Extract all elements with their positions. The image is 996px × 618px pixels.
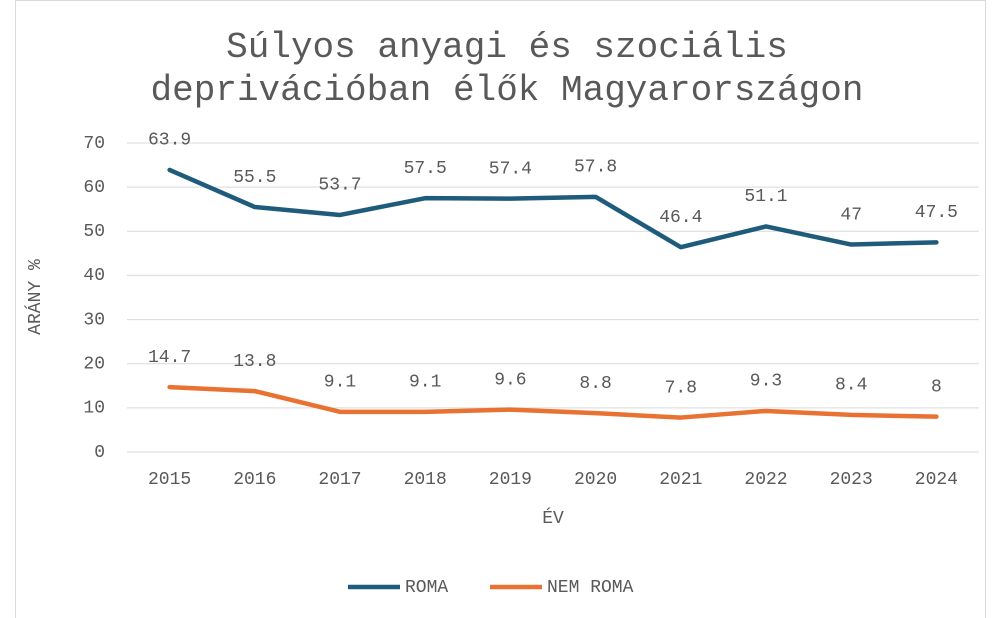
data-label: 55.5 — [233, 168, 276, 188]
series-line — [167, 167, 939, 250]
data-label: 47 — [840, 205, 862, 225]
data-label: 9.3 — [750, 372, 782, 392]
data-label: 47.5 — [915, 203, 958, 223]
chart-title: Súlyos anyagi és szociális deprivációban… — [150, 27, 864, 111]
y-tick-label: 40 — [83, 266, 105, 286]
x-tick-label: 2015 — [148, 470, 191, 490]
data-label: 57.8 — [574, 158, 617, 178]
legend-label: NEM ROMA — [547, 578, 634, 598]
y-tick-label: 10 — [83, 399, 105, 419]
data-label: 8.8 — [579, 374, 611, 394]
data-label: 9.1 — [409, 373, 441, 393]
data-label: 57.4 — [489, 159, 532, 179]
data-label: 9.6 — [494, 370, 526, 390]
data-label: 7.8 — [665, 378, 697, 398]
x-axis-label: ÉV — [542, 507, 564, 529]
x-tick-label: 2017 — [318, 470, 361, 490]
x-tick-label: 2019 — [489, 470, 532, 490]
data-label: 8 — [931, 377, 942, 397]
data-label: 51.1 — [744, 187, 787, 207]
x-tick-label: 2018 — [404, 470, 447, 490]
y-tick-label: 20 — [83, 354, 105, 374]
y-tick-label: 30 — [83, 310, 105, 330]
y-tick-label: 50 — [83, 222, 105, 242]
data-label: 14.7 — [148, 348, 191, 368]
data-label: 13.8 — [233, 352, 276, 372]
data-label: 9.1 — [324, 373, 356, 393]
y-tick-label: 60 — [83, 178, 105, 198]
x-tick-label: 2016 — [233, 470, 276, 490]
x-tick-label: 2022 — [744, 470, 787, 490]
x-tick-label: 2021 — [659, 470, 702, 490]
data-label: 53.7 — [318, 176, 361, 196]
y-axis-label: ARÁNY % — [24, 259, 46, 335]
legend-label: ROMA — [405, 578, 448, 598]
x-tick-label: 2020 — [574, 470, 617, 490]
data-label: 46.4 — [659, 208, 702, 228]
y-tick-label: 70 — [83, 134, 105, 154]
data-label: 57.5 — [404, 159, 447, 179]
x-tick-label: 2024 — [915, 470, 958, 490]
chart-border — [15, 0, 986, 618]
series-line — [167, 384, 939, 420]
x-tick-label: 2023 — [830, 470, 873, 490]
y-tick-label: 0 — [94, 443, 105, 463]
data-label: 63.9 — [148, 131, 191, 151]
data-label: 8.4 — [835, 376, 867, 396]
